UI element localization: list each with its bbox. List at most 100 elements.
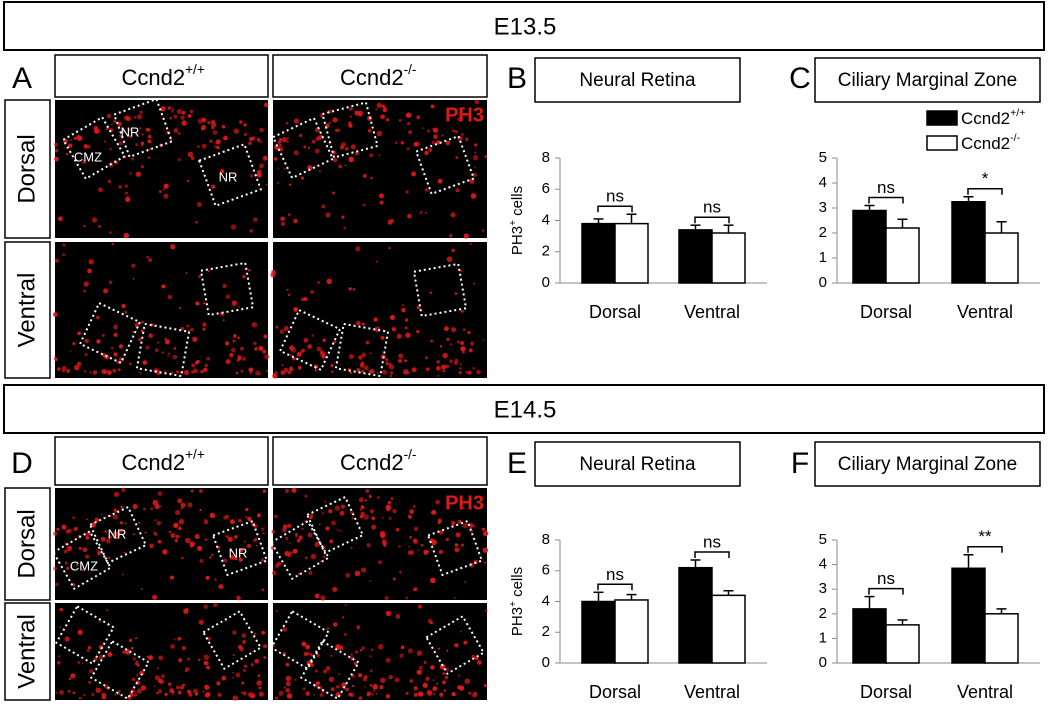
cell	[76, 135, 83, 141]
panel-letter: A	[12, 62, 32, 95]
cell	[405, 190, 409, 194]
cell	[379, 200, 384, 205]
cell	[399, 653, 404, 658]
cell	[117, 692, 121, 696]
cell	[167, 106, 171, 110]
cell	[314, 669, 318, 673]
column-label-sup: -/-	[404, 447, 417, 462]
cell	[125, 196, 131, 203]
bar	[711, 594, 746, 664]
cell	[459, 367, 462, 370]
column-label-base: Ccnd2	[340, 450, 404, 475]
cell	[444, 326, 449, 332]
cell	[278, 143, 282, 147]
cell	[389, 371, 394, 375]
y-tick-label: 0	[542, 274, 550, 291]
y-tick-label: 2	[542, 623, 550, 640]
cell	[450, 343, 453, 346]
cell	[474, 151, 477, 154]
cell	[136, 674, 139, 677]
cell	[384, 358, 389, 362]
cell	[256, 137, 261, 142]
cell	[78, 546, 82, 550]
cell	[280, 370, 286, 375]
cell	[305, 644, 311, 650]
cell	[101, 368, 107, 375]
chart-title: Neural Retina	[579, 454, 696, 475]
cell	[460, 363, 462, 366]
cell	[431, 539, 437, 546]
cell	[240, 691, 243, 694]
cell	[321, 512, 324, 515]
cell	[413, 685, 418, 691]
cell	[282, 524, 288, 530]
cell	[390, 497, 394, 500]
cell	[55, 582, 59, 587]
cell	[432, 127, 439, 133]
cell	[276, 561, 282, 567]
cell	[409, 535, 413, 539]
y-axis-label-rest: cells	[509, 186, 526, 220]
region-box	[424, 614, 486, 676]
cell	[349, 371, 353, 374]
bar	[614, 222, 649, 284]
region-label: NR	[219, 169, 238, 184]
cell	[280, 216, 286, 222]
cell	[123, 232, 130, 239]
x-tick-label: Dorsal	[589, 302, 641, 322]
cell	[329, 539, 334, 544]
cell	[473, 525, 476, 528]
cell	[385, 694, 391, 699]
cell	[413, 505, 416, 508]
cell	[300, 176, 305, 180]
cell	[304, 494, 308, 498]
cell	[131, 157, 135, 161]
y-axis-label-base: PH3	[509, 226, 526, 255]
row-header	[4, 241, 51, 379]
cell	[455, 532, 461, 538]
region-box	[89, 639, 151, 701]
cell	[125, 649, 131, 655]
cell	[294, 678, 297, 681]
cell	[409, 509, 415, 515]
cell	[280, 221, 286, 227]
cell	[95, 687, 101, 694]
cell	[247, 268, 251, 272]
cell	[72, 583, 76, 587]
cell	[382, 369, 388, 375]
significance-label: ns	[877, 178, 895, 197]
micrograph	[55, 242, 268, 378]
cell	[284, 550, 290, 557]
cell	[403, 369, 409, 375]
cell	[87, 145, 91, 149]
cell	[216, 681, 221, 686]
cell	[160, 674, 165, 679]
cell	[223, 558, 227, 563]
y-tick-label: 1	[819, 629, 827, 646]
cell	[322, 555, 326, 559]
cell	[468, 348, 473, 353]
cell	[438, 647, 441, 650]
cell	[66, 566, 70, 570]
cell	[472, 367, 475, 370]
cell	[195, 301, 200, 306]
cell	[194, 533, 200, 540]
cell	[59, 607, 64, 612]
cell	[341, 215, 345, 219]
cell	[58, 655, 61, 658]
cell	[457, 116, 463, 122]
cell	[69, 350, 72, 352]
cell	[399, 571, 402, 574]
column-label: Ccnd2+/+	[122, 447, 205, 475]
cell	[109, 148, 112, 151]
significance-label: ns	[606, 187, 624, 206]
cell	[234, 556, 238, 561]
cell	[198, 275, 201, 278]
cell	[379, 530, 386, 537]
cell	[180, 502, 186, 508]
cell	[249, 228, 254, 233]
cell	[287, 293, 291, 296]
cell	[123, 551, 126, 554]
y-tick-label: 8	[542, 531, 550, 548]
cell	[310, 553, 317, 560]
